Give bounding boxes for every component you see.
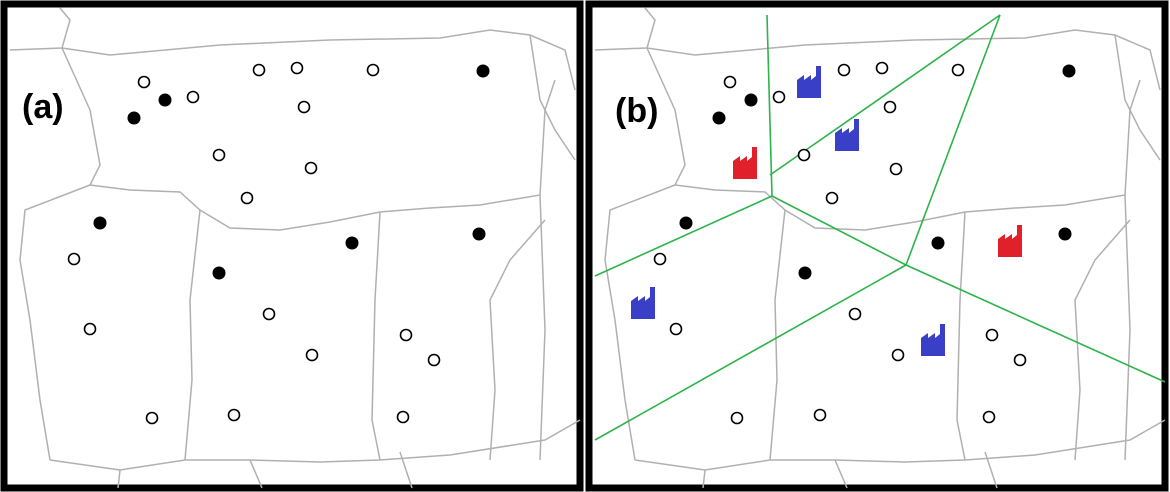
panel-label-a: (a) (22, 88, 64, 126)
open-site (83, 322, 97, 336)
filled-site (931, 236, 945, 250)
open-site (875, 61, 889, 75)
filled-site (1058, 227, 1072, 241)
open-site (366, 63, 380, 77)
filled-site (472, 227, 486, 241)
open-site (186, 90, 200, 104)
filled-site (212, 266, 226, 280)
filled-site (158, 93, 172, 107)
open-site (290, 61, 304, 75)
filled-site (1062, 64, 1076, 78)
open-site (772, 90, 786, 104)
region-boundaries-a (9, 7, 581, 489)
open-site (730, 411, 744, 425)
filled-site (744, 93, 758, 107)
filled-site (476, 64, 490, 78)
open-site (982, 410, 996, 424)
open-site (653, 252, 667, 266)
filled-site (712, 111, 726, 125)
open-site (304, 161, 318, 175)
filled-site (679, 216, 693, 230)
open-site (669, 322, 683, 336)
open-site (813, 408, 827, 422)
open-site (305, 348, 319, 362)
panel-a: (a) (0, 0, 584, 492)
open-site (723, 75, 737, 89)
open-site (297, 100, 311, 114)
open-site (825, 191, 839, 205)
open-site (396, 410, 410, 424)
open-site (951, 63, 965, 77)
open-site (252, 63, 266, 77)
filled-site (127, 111, 141, 125)
open-site (67, 252, 81, 266)
sites-a (67, 61, 490, 425)
frame-b (585, 0, 1169, 492)
open-site (399, 328, 413, 342)
open-site (1013, 353, 1027, 367)
open-site (837, 63, 851, 77)
open-site (883, 100, 897, 114)
open-site (212, 148, 226, 162)
open-site (889, 162, 903, 176)
open-site (145, 411, 159, 425)
voronoi-lines (594, 14, 1166, 441)
open-site (137, 75, 151, 89)
open-site (240, 191, 254, 205)
open-site (227, 408, 241, 422)
map-b (585, 0, 1169, 492)
open-site (891, 348, 905, 362)
open-site (262, 307, 276, 321)
open-site (427, 353, 441, 367)
open-site (797, 148, 811, 162)
open-site (985, 328, 999, 342)
map-a (0, 0, 584, 492)
filled-site (798, 266, 812, 280)
filled-site (93, 216, 107, 230)
region-boundaries-b (594, 7, 1166, 489)
frame-a (0, 0, 584, 492)
sites-b (653, 61, 1076, 425)
open-site (848, 307, 862, 321)
panel-label-b: (b) (615, 92, 659, 130)
filled-site (345, 236, 359, 250)
panel-b: (b) (585, 0, 1170, 492)
